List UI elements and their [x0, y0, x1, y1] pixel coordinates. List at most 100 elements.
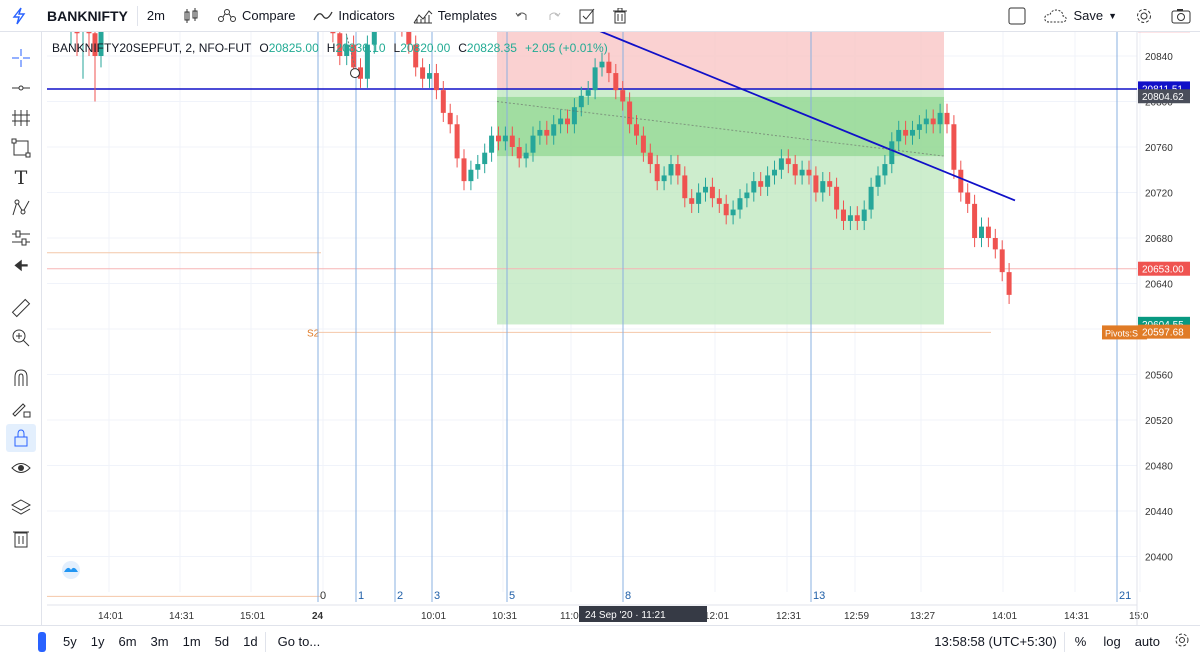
candle-down — [420, 58, 426, 88]
candle-up — [896, 120, 902, 151]
stay-in-drawing-tool[interactable] — [6, 394, 36, 422]
price-chart[interactable]: 2112021080210402100020960209202088020840… — [47, 32, 1200, 625]
candle-body — [723, 203, 729, 216]
crosshair-tool[interactable] — [6, 44, 36, 72]
candle-body — [834, 186, 840, 210]
candle-up — [530, 126, 536, 162]
candle-up — [537, 120, 543, 145]
high-value: 20836.10 — [335, 41, 386, 55]
settings-button[interactable] — [1126, 0, 1162, 32]
remove-drawings-tool[interactable] — [6, 524, 36, 552]
shape-tool[interactable] — [6, 134, 36, 162]
candle-up — [910, 120, 915, 145]
y-tick-label: 20560 — [1145, 371, 1173, 382]
chart-settings-button[interactable] — [1167, 632, 1200, 651]
pencil-lock-icon — [12, 403, 31, 418]
timezone-clock[interactable]: 13:58:58 (UTC+5:30) — [934, 634, 1057, 649]
delete-button[interactable] — [604, 0, 636, 32]
trendline-tool[interactable] — [6, 74, 36, 102]
candle-body — [737, 198, 743, 210]
price-axis-tag-label: 20653.00 — [1142, 265, 1184, 276]
range-1y[interactable]: 1y — [90, 634, 105, 649]
y-tick-label: 20760 — [1145, 143, 1173, 154]
candle-down — [647, 143, 653, 174]
log-toggle[interactable]: log — [1103, 634, 1121, 649]
candle-body — [551, 124, 557, 136]
auto-toggle[interactable]: auto — [1134, 634, 1160, 649]
object-tree-tool[interactable] — [6, 494, 36, 522]
candle-body — [861, 209, 867, 221]
candle-up — [696, 183, 702, 213]
indicators-button[interactable]: Indicators — [304, 0, 403, 32]
range-6m[interactable]: 6m — [118, 634, 137, 649]
candle-body — [778, 158, 784, 170]
lock-drawings-tool[interactable] — [6, 424, 36, 452]
templates-button[interactable]: Templates — [404, 0, 506, 32]
range-3m[interactable]: 3m — [150, 634, 169, 649]
candle-up — [668, 154, 674, 185]
symbol-search-button[interactable]: BANKNIFTY — [47, 7, 128, 24]
candle-body — [979, 226, 984, 238]
gear-icon — [1137, 8, 1151, 23]
range-5d[interactable]: 5d — [214, 634, 230, 649]
candle-body — [889, 141, 895, 165]
candle-body — [799, 169, 805, 176]
fullscreen-toggle[interactable] — [999, 0, 1035, 32]
range-1d[interactable]: 1d — [243, 634, 258, 649]
candle-up — [98, 32, 104, 68]
pivot-s2-label: S2 — [307, 328, 320, 339]
candle-body — [813, 175, 819, 193]
checklist-button[interactable] — [570, 0, 604, 32]
candle-down — [86, 32, 92, 56]
goto-button[interactable]: Go to... — [277, 634, 321, 649]
candle-body — [461, 158, 467, 182]
pattern-tool[interactable] — [6, 194, 36, 222]
percent-toggle[interactable]: % — [1074, 634, 1087, 649]
back-button[interactable]: 🠈 — [6, 254, 36, 282]
magnet-tool[interactable] — [6, 364, 36, 392]
candle-up — [475, 154, 481, 179]
save-button[interactable]: Save ▼ — [1035, 0, 1126, 32]
candle-body — [578, 95, 584, 108]
candle-body — [792, 164, 798, 176]
candle-up — [371, 32, 377, 54]
candle-down — [92, 32, 98, 102]
price-axis-tag — [1138, 261, 1190, 276]
zoom-tool[interactable] — [6, 324, 36, 352]
y-tick-label: 20520 — [1145, 416, 1173, 427]
menu-button[interactable] — [0, 0, 38, 32]
candle-up — [489, 126, 495, 162]
prediction-tool[interactable] — [6, 224, 36, 252]
text-tool[interactable]: T — [6, 164, 36, 192]
hide-drawings-tool[interactable] — [6, 454, 36, 482]
collapse-handle[interactable] — [38, 631, 46, 652]
fib-cycle-label: 1 — [358, 590, 364, 602]
candle-down — [813, 166, 819, 202]
y-tick-label: 20400 — [1145, 553, 1173, 564]
x-tick-label: 12:01 — [704, 611, 729, 622]
close-value: 20828.35 — [466, 41, 517, 55]
candle-body — [751, 181, 757, 193]
candle-up — [427, 63, 432, 88]
lightning-icon — [12, 7, 26, 24]
candle-down — [972, 194, 978, 248]
candle-up — [882, 154, 888, 185]
interval-button[interactable]: 2m — [146, 8, 165, 23]
tradingview-logo[interactable] — [58, 560, 84, 580]
chart-type-button[interactable] — [174, 0, 208, 32]
fib-tool[interactable] — [6, 104, 36, 132]
snapshot-button[interactable] — [1162, 0, 1200, 32]
undo-icon — [515, 12, 527, 20]
compare-icon — [217, 8, 236, 22]
undo-button[interactable] — [506, 0, 538, 32]
range-1m[interactable]: 1m — [182, 634, 201, 649]
candle-body — [634, 124, 639, 136]
range-5y[interactable]: 5y — [63, 634, 77, 649]
compare-button[interactable]: Compare — [208, 0, 304, 32]
candle-body — [420, 67, 426, 79]
candle-down — [930, 109, 936, 134]
x-tick-label: 15:0 — [1129, 611, 1149, 622]
candle-body — [758, 181, 764, 187]
ruler-tool[interactable] — [6, 294, 36, 322]
redo-button[interactable] — [538, 0, 570, 32]
